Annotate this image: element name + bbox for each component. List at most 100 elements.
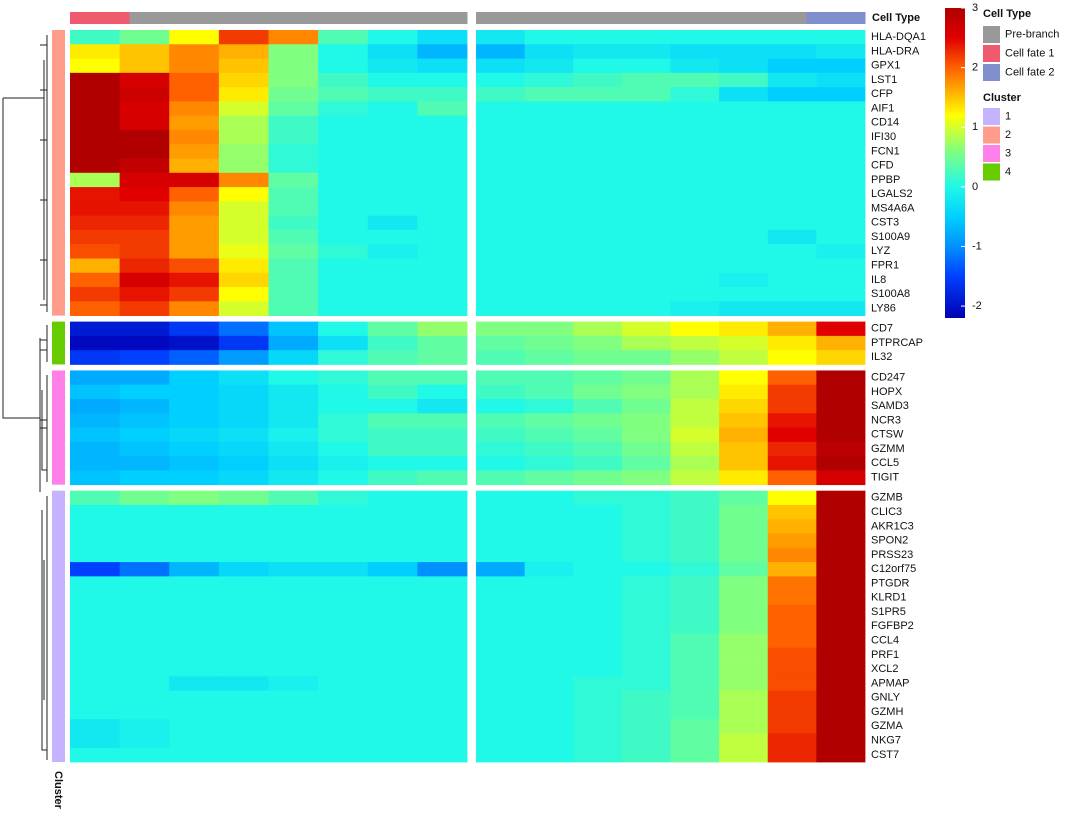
heat-cell [767, 144, 817, 159]
heat-cell [367, 101, 418, 117]
heat-cell [573, 456, 623, 471]
heat-cell [621, 115, 671, 131]
gene-label: NCR3 [871, 414, 901, 426]
heat-cell [476, 258, 526, 274]
heat-cell [268, 258, 319, 274]
heat-cell [573, 87, 623, 102]
heat-cell [573, 72, 623, 88]
heat-cell [767, 633, 817, 649]
heat-cell [524, 456, 574, 471]
heat-cell [119, 201, 170, 217]
cluster-bar [52, 370, 65, 485]
heat-cell [169, 456, 220, 471]
heat-cell [417, 350, 468, 365]
heat-cell [621, 215, 671, 231]
heat-cell [719, 72, 769, 88]
heat-cell [816, 384, 866, 400]
heat-cell [417, 519, 468, 534]
heat-cell [573, 533, 623, 549]
heat-cell [524, 533, 574, 549]
heat-cell [670, 201, 720, 217]
gene-label: PRF1 [871, 649, 899, 661]
heat-cell [169, 733, 220, 749]
heat-cell [621, 533, 671, 549]
heat-cell [70, 201, 121, 217]
heat-cell [367, 158, 418, 174]
heat-cell [621, 519, 671, 534]
heat-cell [767, 158, 817, 174]
heat-cell [573, 590, 623, 606]
gene-label: C12orf75 [871, 563, 916, 575]
heat-cell [218, 87, 269, 102]
heat-cell [476, 287, 526, 302]
heat-cell [367, 201, 418, 217]
heat-cell [169, 158, 220, 174]
heat-cell [218, 547, 269, 563]
heat-cell [670, 413, 720, 428]
heat-cell [524, 144, 574, 159]
cell-type-segment [268, 12, 289, 24]
heat-cell [70, 335, 121, 351]
heat-cell [318, 490, 369, 506]
heat-cell [318, 44, 369, 59]
heat-cell [268, 633, 319, 649]
heat-cell [816, 244, 866, 259]
heat-cell [621, 441, 671, 457]
heat-cell [417, 229, 468, 245]
gene-label: FGFBP2 [871, 620, 914, 632]
gene-label: CST3 [871, 217, 899, 229]
heat-cell [719, 576, 769, 592]
heat-cell [621, 30, 671, 45]
heat-cell [670, 490, 720, 506]
heat-cell [367, 619, 418, 634]
heat-cell [169, 215, 220, 231]
heat-cell [218, 690, 269, 706]
legend-swatch [983, 126, 1000, 144]
heat-cell [70, 662, 121, 677]
heat-cell [119, 335, 170, 351]
heat-cell [218, 44, 269, 59]
heat-cell [767, 690, 817, 706]
heat-cell [169, 144, 220, 159]
heat-cell [417, 747, 468, 763]
heat-cell [573, 490, 623, 506]
heat-cell [318, 215, 369, 231]
heat-cell [573, 662, 623, 677]
heat-cell [670, 229, 720, 245]
heat-cell [318, 427, 369, 443]
heat-cell [476, 158, 526, 174]
heat-cell [816, 370, 866, 386]
heat-cell [367, 704, 418, 720]
heat-cell [367, 384, 418, 400]
heat-cell [670, 350, 720, 365]
heat-cell [318, 504, 369, 520]
gene-label: CFD [871, 160, 894, 172]
gene-label: CD7 [871, 323, 893, 335]
heat-cell [719, 704, 769, 720]
heat-cell [417, 215, 468, 231]
colorbar-tick-label: 1 [972, 121, 978, 133]
heat-cell [476, 590, 526, 606]
gene-label: MS4A6A [871, 202, 915, 214]
heat-cell [318, 562, 369, 577]
heat-cell [169, 427, 220, 443]
heat-cell [268, 719, 319, 734]
heat-cell [318, 547, 369, 563]
heat-cell [476, 229, 526, 245]
heat-cell [767, 470, 817, 486]
heat-cell [767, 399, 817, 414]
heat-cell [476, 144, 526, 159]
cell-type-segment [427, 12, 448, 24]
heat-cell [719, 187, 769, 202]
heat-cell [318, 747, 369, 763]
heat-cell [70, 172, 121, 188]
heat-cell [767, 704, 817, 720]
heat-cell [621, 287, 671, 302]
heat-cell [476, 30, 526, 45]
heat-cell [318, 350, 369, 365]
heat-cell [417, 470, 468, 486]
heat-cell [367, 576, 418, 592]
heat-cell [218, 427, 269, 443]
legend-swatch [983, 64, 1000, 81]
